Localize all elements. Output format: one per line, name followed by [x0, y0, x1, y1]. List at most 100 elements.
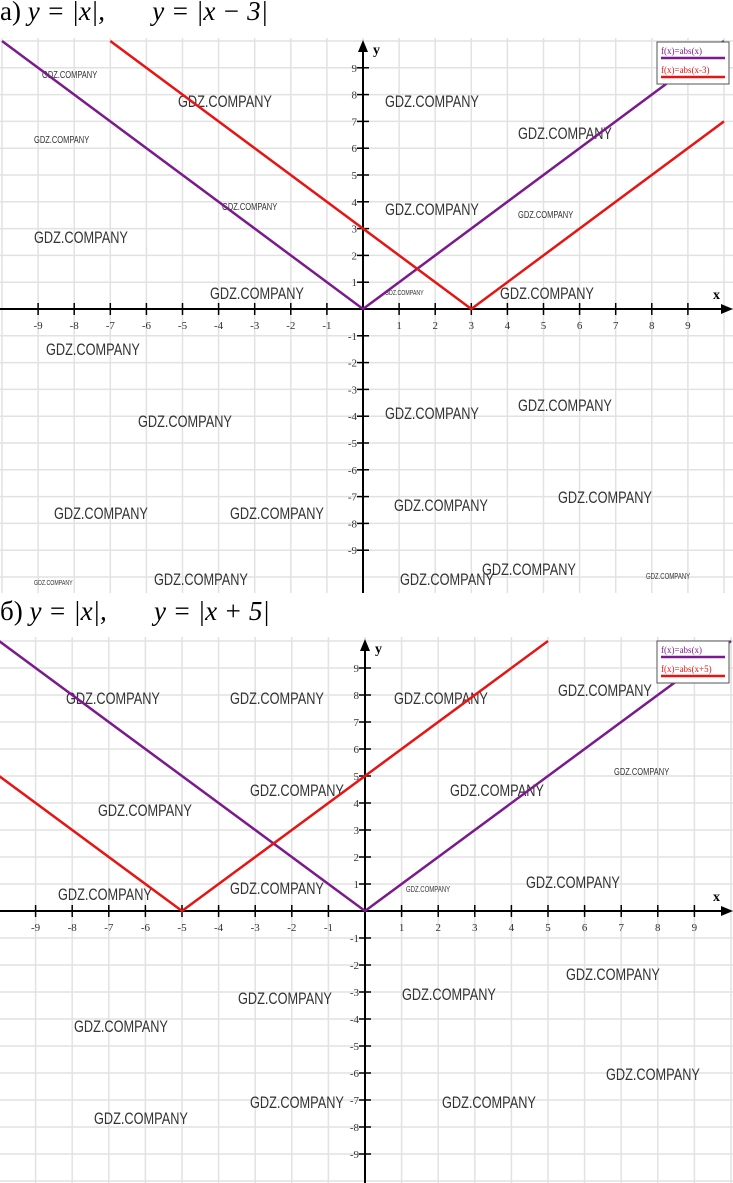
y-axis-arrow-icon: [358, 40, 368, 52]
series-line-0: [1, 39, 725, 311]
x-tick-label: -3: [250, 320, 260, 332]
watermark: GDZ.COMPANY: [46, 340, 140, 359]
y-tick-label: -9: [350, 1149, 360, 1161]
watermark: GDZ.COMPANY: [606, 1065, 700, 1084]
chart-b-label: б): [0, 596, 23, 626]
watermark: GDZ.COMPANY: [614, 766, 669, 777]
y-tick-label: -5: [350, 1041, 360, 1053]
watermark: GDZ.COMPANY: [34, 134, 89, 145]
watermark: GDZ.COMPANY: [230, 504, 324, 523]
y-axis-label: y: [373, 43, 380, 58]
x-tick-label: 6: [577, 320, 583, 332]
watermark: GDZ.COMPANY: [54, 504, 148, 523]
x-tick-label: 4: [509, 922, 515, 934]
x-tick-label: 9: [692, 922, 698, 934]
x-tick-label: -2: [287, 922, 296, 934]
y-tick-label: -8: [350, 1122, 360, 1134]
x-tick-label: 7: [618, 922, 624, 934]
series-line-1: [0, 639, 549, 913]
chart-a-label: а): [0, 0, 21, 26]
y-tick-label: -6: [350, 1068, 360, 1080]
x-tick-label: -2: [286, 320, 295, 332]
x-axis-label: x: [713, 288, 720, 303]
x-tick-label: -7: [106, 320, 116, 332]
watermark: GDZ.COMPANY: [385, 404, 479, 423]
y-tick-label: 1: [352, 277, 358, 289]
watermark: GDZ.COMPANY: [210, 284, 304, 303]
watermark: GDZ.COMPANY: [58, 885, 152, 904]
x-tick-label: 6: [582, 922, 588, 934]
y-tick-label: 6: [352, 143, 358, 155]
x-tick-label: 3: [472, 922, 478, 934]
watermark: GDZ.COMPANY: [34, 579, 73, 587]
watermark: GDZ.COMPANY: [518, 396, 612, 415]
formula-1: y = |x|,: [27, 0, 106, 26]
y-tick-label: -7: [350, 1095, 360, 1107]
watermark: GDZ.COMPANY: [250, 781, 344, 800]
watermark: GDZ.COMPANY: [385, 289, 424, 297]
y-tick-label: -2: [348, 358, 357, 370]
y-tick-label: -8: [348, 518, 358, 530]
y-tick-label: 2: [354, 852, 360, 864]
watermark: GDZ.COMPANY: [250, 1093, 344, 1112]
y-tick-label: 7: [352, 116, 358, 128]
formula-2: y = |x + 5|: [154, 596, 270, 626]
formula-1: y = |x|,: [29, 596, 107, 626]
y-tick-label: 5: [352, 170, 358, 182]
x-tick-label: 1: [396, 320, 402, 332]
y-tick-label: 9: [352, 63, 358, 75]
legend-label: f(x)=abs(x+5): [661, 664, 712, 674]
x-tick-label: 5: [541, 320, 547, 332]
x-axis-label: x: [713, 890, 720, 905]
y-tick-label: -6: [348, 465, 358, 477]
watermark: GDZ.COMPANY: [385, 200, 479, 219]
watermark: GDZ.COMPANY: [518, 209, 573, 220]
watermark: GDZ.COMPANY: [385, 92, 479, 111]
watermark: GDZ.COMPANY: [558, 681, 652, 700]
y-tick-label: -3: [350, 987, 360, 999]
y-tick-label: -9: [348, 545, 358, 557]
chart-b: GDZ.COMPANY GDZ.COMPANY GDZ.COMPANY GDZ.COM…: [0, 637, 733, 1183]
watermark: GDZ.COMPANY: [406, 886, 450, 894]
watermark: GDZ.COMPANY: [518, 124, 612, 143]
chart-a-title: а) y = |x|, y = |x − 3|: [0, 0, 268, 27]
x-tick-label: 8: [649, 320, 655, 332]
x-tick-label: 9: [685, 320, 691, 332]
y-tick-label: 2: [352, 250, 358, 262]
watermark: GDZ.COMPANY: [230, 689, 324, 708]
y-tick-label: 8: [354, 690, 360, 702]
watermark: GDZ.COMPANY: [558, 488, 652, 507]
y-tick-label: 4: [352, 197, 358, 209]
x-tick-label: 3: [469, 320, 475, 332]
y-axis-arrow-icon: [360, 639, 370, 651]
x-axis-arrow-icon: [721, 906, 733, 916]
watermark: GDZ.COMPANY: [394, 496, 488, 515]
chart-a: GDZ.COMPANY GDZ.COMPANY GDZ.COMPANY GDZ.COM…: [0, 38, 733, 593]
y-tick-label: -4: [348, 411, 358, 423]
x-tick-label: -5: [177, 922, 187, 934]
y-tick-label: 3: [354, 825, 360, 837]
watermark: GDZ.COMPANY: [566, 965, 660, 984]
y-tick-label: -1: [348, 331, 357, 343]
x-tick-label: 2: [432, 320, 438, 332]
watermark: GDZ.COMPANY: [482, 560, 576, 579]
watermark: GDZ.COMPANY: [230, 879, 324, 898]
watermark: GDZ.COMPANY: [394, 689, 488, 708]
formula-2: y = |x − 3|: [152, 0, 269, 26]
watermark: GDZ.COMPANY: [74, 1017, 168, 1036]
x-tick-label: -8: [68, 922, 78, 934]
x-tick-label: -6: [141, 922, 151, 934]
x-tick-label: -1: [324, 922, 333, 934]
x-tick-label: 2: [435, 922, 441, 934]
y-tick-label: 3: [352, 224, 358, 236]
x-tick-label: 4: [505, 320, 511, 332]
watermark: GDZ.COMPANY: [34, 228, 128, 247]
x-tick-label: 8: [655, 922, 661, 934]
watermark: GDZ.COMPANY: [646, 573, 690, 581]
watermark: GDZ.COMPANY: [442, 1093, 536, 1112]
x-tick-label: -9: [34, 320, 44, 332]
y-tick-label: 5: [354, 771, 360, 783]
x-tick-label: 5: [545, 922, 551, 934]
y-tick-label: 9: [354, 663, 360, 675]
watermark: GDZ.COMPANY: [178, 92, 272, 111]
